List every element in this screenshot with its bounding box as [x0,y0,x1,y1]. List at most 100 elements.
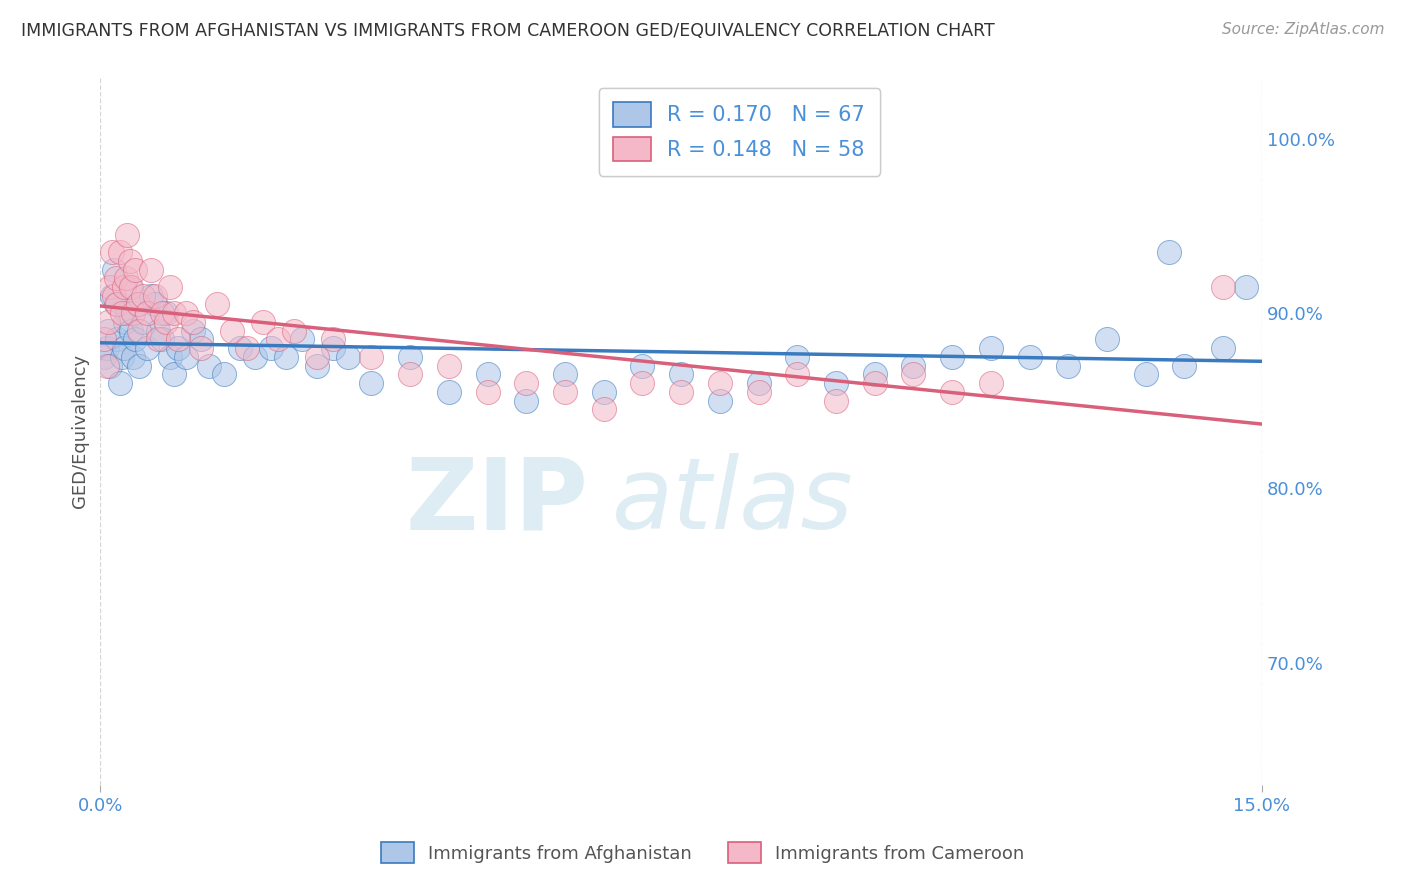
Point [148,333,170,347]
Point [980,376,1002,390]
Point [554,368,576,382]
Point [128,359,150,373]
Point [150,333,173,347]
Point [166,333,188,347]
Point [190,333,212,347]
Point [221,324,243,338]
Point [93,350,115,364]
Point [592,384,614,399]
Point [190,341,212,355]
Point [124,262,146,277]
Point [98,359,121,373]
Point [118,280,141,294]
Point [786,350,808,364]
Point [197,359,219,373]
Point [103,262,125,277]
Point [155,306,177,320]
Point [1157,245,1180,260]
Point [150,306,173,320]
Point [1135,368,1157,382]
Point [159,280,181,294]
Point [515,376,537,390]
Point [748,376,770,390]
Point [163,306,186,320]
Point [229,341,252,355]
Point [631,359,654,373]
Legend: Immigrants from Afghanistan, Immigrants from Cameroon: Immigrants from Afghanistan, Immigrants … [373,833,1033,872]
Point [139,289,162,303]
Point [117,227,139,242]
Point [631,376,654,390]
Point [252,315,274,329]
Point [276,350,298,364]
Point [120,280,142,294]
Point [515,393,537,408]
Point [97,324,120,338]
Point [283,324,305,338]
Text: IMMIGRANTS FROM AFGHANISTAN VS IMMIGRANTS FROM CAMEROON GED/EQUIVALENCY CORRELAT: IMMIGRANTS FROM AFGHANISTAN VS IMMIGRANT… [21,22,995,40]
Point [105,297,128,311]
Point [132,289,155,303]
Point [1234,280,1257,294]
Point [360,350,382,364]
Point [205,297,228,311]
Point [360,376,382,390]
Point [554,384,576,399]
Point [212,368,235,382]
Point [139,262,162,277]
Point [863,368,886,382]
Point [399,368,422,382]
Point [105,333,128,347]
Point [117,306,139,320]
Point [709,376,731,390]
Point [128,324,150,338]
Point [477,384,499,399]
Point [166,341,188,355]
Point [267,333,290,347]
Point [903,359,925,373]
Point [122,350,145,364]
Point [291,333,314,347]
Point [96,359,118,373]
Point [132,315,155,329]
Point [122,306,145,320]
Point [163,368,186,382]
Point [941,384,963,399]
Point [174,306,197,320]
Point [786,368,808,382]
Point [111,306,134,320]
Point [120,324,142,338]
Point [337,350,360,364]
Point [322,341,344,355]
Point [159,350,181,364]
Point [111,350,134,364]
Point [104,271,127,285]
Point [104,297,127,311]
Point [101,289,124,303]
Point [669,384,692,399]
Text: Source: ZipAtlas.com: Source: ZipAtlas.com [1222,22,1385,37]
Point [112,280,135,294]
Point [181,315,204,329]
Point [127,297,149,311]
Point [592,402,614,417]
Text: ZIP: ZIP [405,453,588,550]
Point [437,384,460,399]
Point [863,376,886,390]
Point [181,324,204,338]
Point [143,297,166,311]
Point [112,341,135,355]
Point [825,393,848,408]
Point [307,359,329,373]
Y-axis label: GED/Equivalency: GED/Equivalency [72,354,89,508]
Point [1212,341,1234,355]
Point [135,306,157,320]
Point [236,341,259,355]
Point [307,350,329,364]
Point [143,289,166,303]
Point [115,271,138,285]
Point [100,280,122,294]
Point [1095,333,1118,347]
Point [93,333,115,347]
Point [114,315,136,329]
